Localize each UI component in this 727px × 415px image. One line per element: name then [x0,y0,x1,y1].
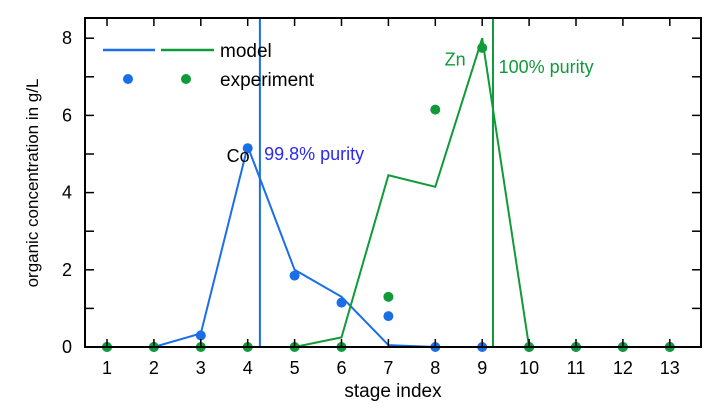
x-tick-label: 4 [243,358,253,378]
y-tick-label: 2 [62,260,72,280]
x-tick-label: 9 [477,358,487,378]
annotations: Co 99.8% purity Zn 100% purity [227,49,594,165]
legend-experiment-label: experiment [220,70,315,91]
x-tick-label: 13 [660,358,680,378]
x-tick-label: 6 [336,358,346,378]
y-tick-label: 4 [62,183,72,203]
x-tick-label: 7 [383,358,393,378]
data-point-zn-experiment [477,42,488,53]
data-point-co-experiment [336,297,347,308]
annotation-99-8-purity: 99.8% purity [264,144,364,164]
y-tick-label: 0 [62,337,72,357]
plot-frame [84,17,702,348]
annotation-100-purity: 100% purity [499,57,594,77]
legend-co-experiment-marker [123,74,133,84]
y-tick-label: 6 [62,105,72,125]
data-point-co-experiment [289,270,300,281]
y-tick-label: 8 [62,28,72,48]
x-tick-label: 3 [196,358,206,378]
x-tick-label: 8 [430,358,440,378]
x-tick-label: 11 [567,358,586,378]
legend-zn-experiment-marker [181,74,191,84]
data-point-co-experiment [383,311,394,322]
annotation-co: Co [227,146,250,166]
data-point-co-experiment [195,330,206,341]
legend: model experiment [103,41,315,91]
x-tick-label: 1 [102,358,112,378]
x-tick-label: 2 [149,358,159,378]
legend-model-label: model [220,41,272,62]
x-axis-label: stage index [344,381,442,402]
data-point-zn-experiment [383,291,394,302]
x-tick-label: 12 [613,358,633,378]
data-point-zn-experiment [430,104,441,115]
data-point-co-experiment [242,143,253,154]
x-tick-label: 10 [519,358,539,378]
annotation-zn: Zn [445,49,466,69]
y-axis-label: organic concentration in g/L [23,79,42,288]
x-tick-label: 5 [290,358,300,378]
